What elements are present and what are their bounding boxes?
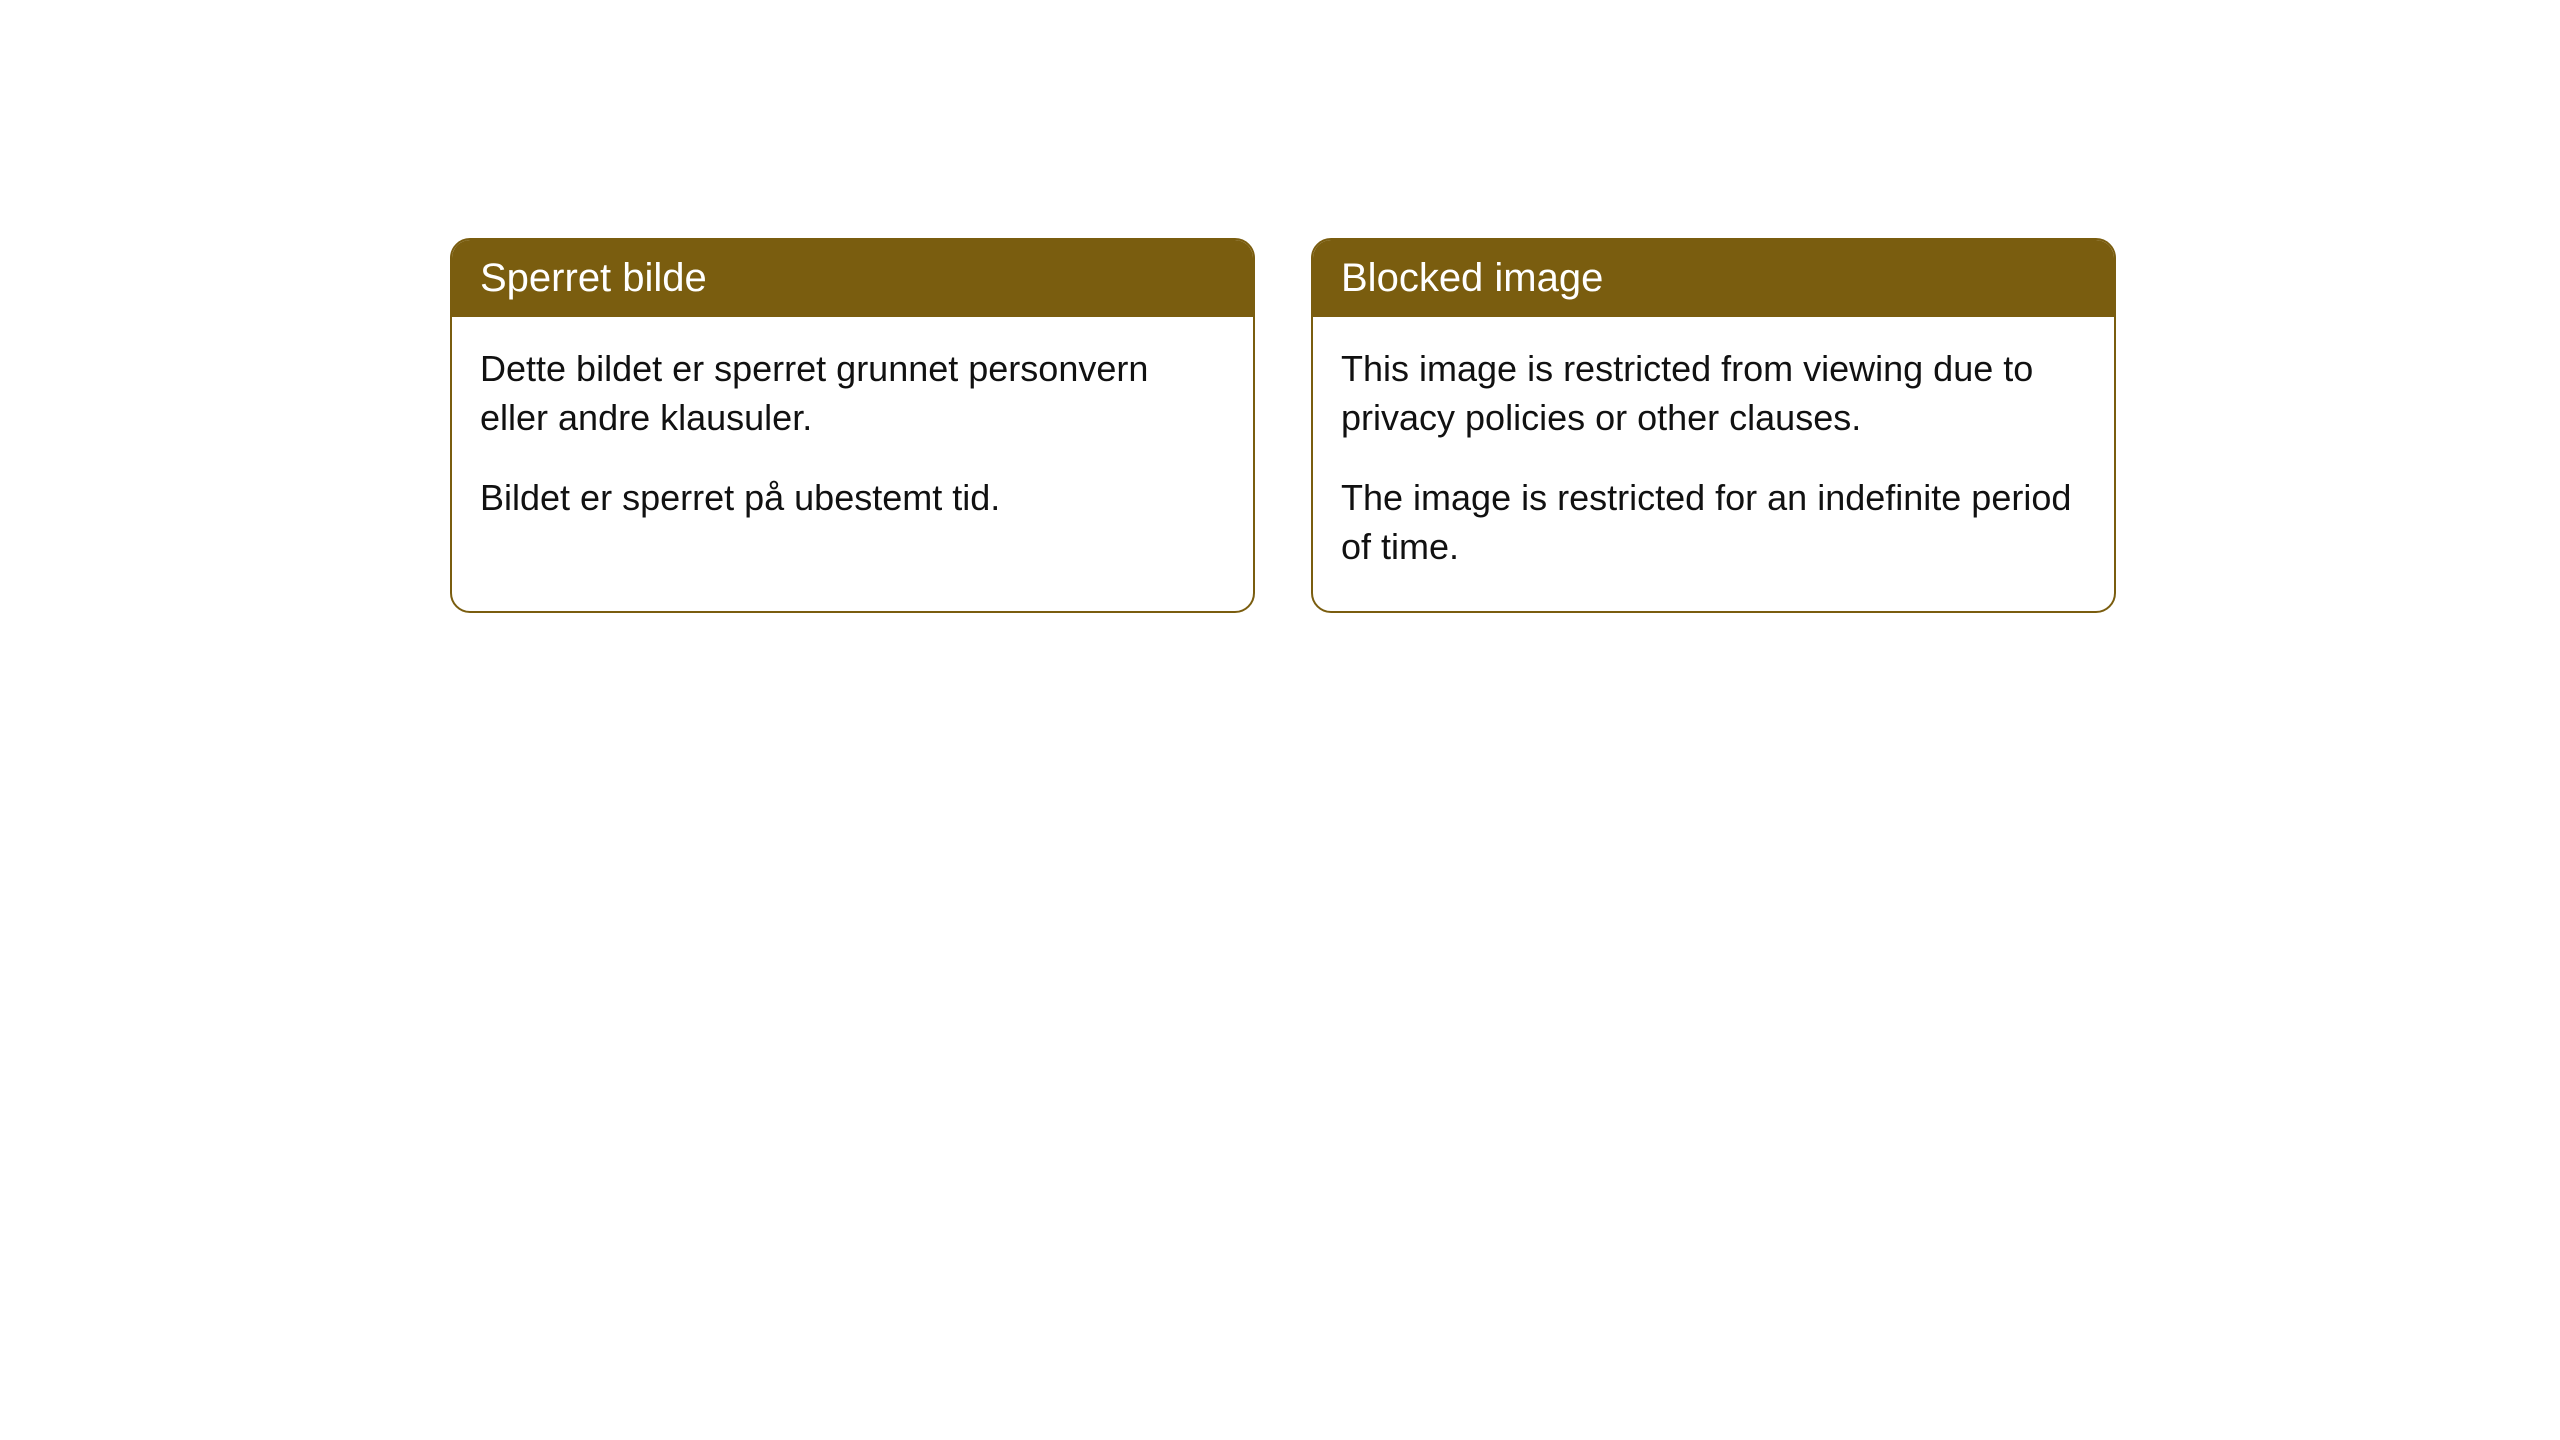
card-body-norwegian: Dette bildet er sperret grunnet personve…: [452, 317, 1253, 563]
card-paragraph-2-norwegian: Bildet er sperret på ubestemt tid.: [480, 474, 1225, 523]
card-english: Blocked image This image is restricted f…: [1311, 238, 2116, 613]
card-header-norwegian: Sperret bilde: [452, 240, 1253, 317]
card-paragraph-1-english: This image is restricted from viewing du…: [1341, 345, 2086, 442]
card-paragraph-1-norwegian: Dette bildet er sperret grunnet personve…: [480, 345, 1225, 442]
card-norwegian: Sperret bilde Dette bildet er sperret gr…: [450, 238, 1255, 613]
cards-container: Sperret bilde Dette bildet er sperret gr…: [0, 0, 2560, 613]
card-title-norwegian: Sperret bilde: [480, 256, 707, 300]
card-header-english: Blocked image: [1313, 240, 2114, 317]
card-title-english: Blocked image: [1341, 256, 1603, 300]
card-body-english: This image is restricted from viewing du…: [1313, 317, 2114, 611]
card-paragraph-2-english: The image is restricted for an indefinit…: [1341, 474, 2086, 571]
